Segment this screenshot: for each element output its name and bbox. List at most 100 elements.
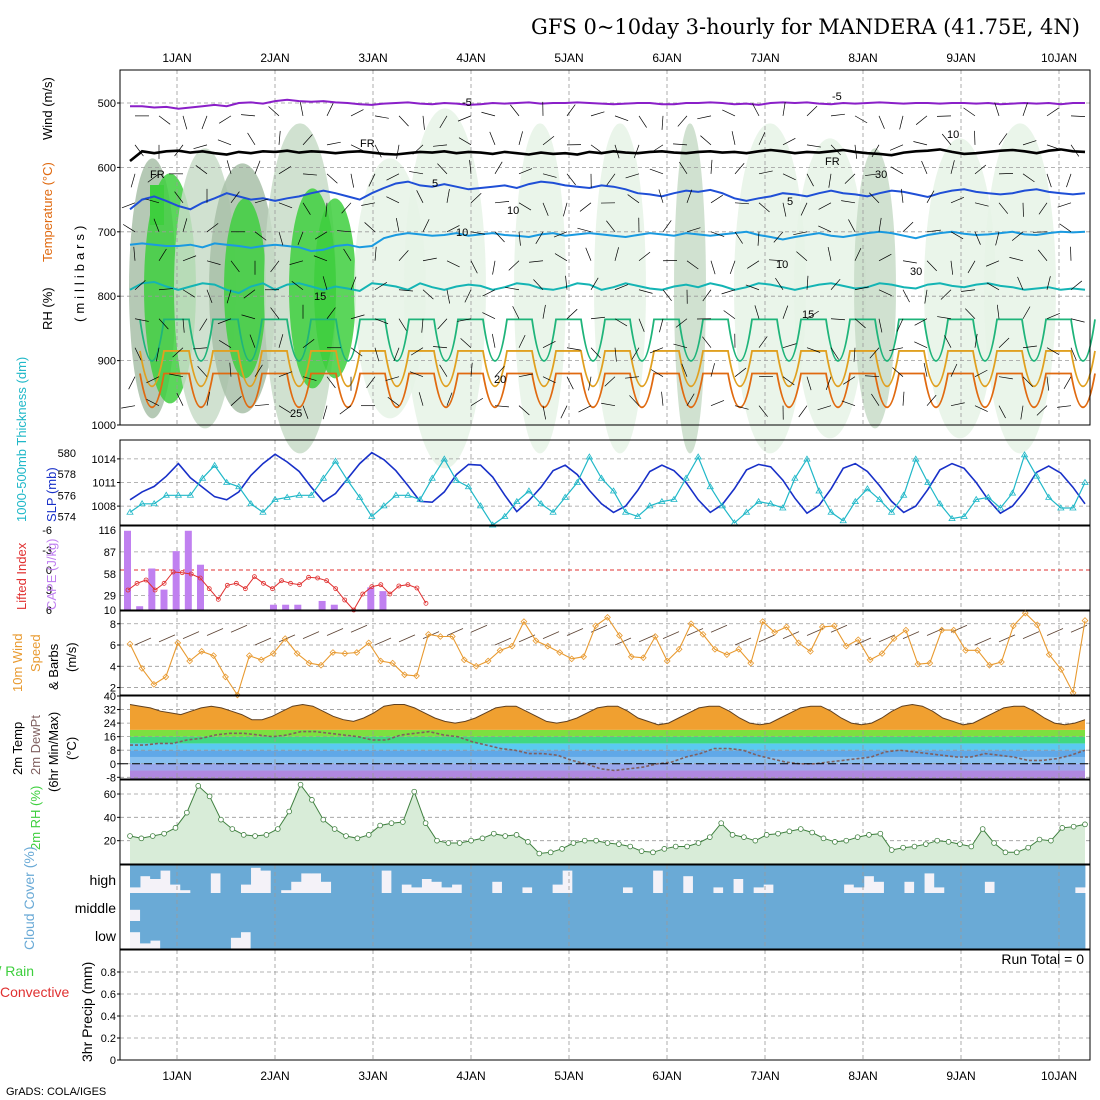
wind-barb [661, 391, 664, 406]
cloud-cell [894, 921, 905, 949]
contour-label: 15 [314, 291, 326, 303]
wind-barb [302, 405, 309, 419]
wind-barb [374, 115, 389, 119]
wind-barb [1046, 347, 1060, 356]
cloud-cell [1074, 921, 1086, 949]
cloud-cell [491, 893, 503, 921]
day-label-bottom: 10JAN [1041, 1069, 1077, 1083]
wind-barb [153, 218, 160, 232]
thickness-point [126, 508, 134, 515]
day-label-top: 4JAN [456, 51, 485, 65]
day-label-bottom: 6JAN [652, 1069, 681, 1083]
wind-barb [710, 231, 725, 237]
cloud-cell [793, 893, 804, 921]
wind-barb [950, 160, 955, 174]
rh-point [866, 832, 872, 838]
wind-barb [854, 286, 869, 291]
wind-speed-point [1045, 651, 1053, 658]
wind-barb [638, 251, 651, 262]
cloud-level-label: high [90, 872, 116, 888]
rh2m-panel: 20 40 60 [104, 779, 1091, 865]
wind-barb [368, 173, 376, 187]
wind-barb [782, 631, 800, 640]
cape-bar [330, 604, 338, 610]
wind-speed-point [472, 662, 480, 670]
wind-barb [996, 304, 1000, 319]
wind-barb [806, 144, 821, 148]
wind-barb [446, 392, 453, 406]
wind-barb [662, 289, 672, 302]
rh-point [593, 837, 599, 844]
wind-barb [374, 144, 382, 158]
rh-point [502, 833, 508, 839]
rh-point [843, 837, 850, 844]
svg-text:& Barbs: & Barbs [46, 643, 61, 690]
rh-point [900, 844, 906, 851]
wind-barb [299, 102, 304, 116]
wind-barb [1070, 280, 1083, 291]
contour-label: -5 [832, 91, 842, 103]
wind-barb [374, 282, 388, 291]
cloud-cell [622, 865, 634, 888]
wind-barb [339, 405, 352, 415]
wind-barb [830, 347, 839, 360]
thickness-point [634, 512, 642, 519]
wind-barb [998, 634, 1016, 643]
wind-speed-point [854, 636, 862, 644]
wind-barb [241, 114, 256, 117]
thickness-tick: 580 [58, 448, 76, 460]
li-point [206, 586, 212, 592]
wind-barb [926, 190, 935, 203]
wind-barb [658, 189, 664, 203]
wind-speed-point [401, 671, 408, 679]
wind-barb [878, 253, 892, 262]
wind-speed-point [365, 639, 373, 647]
wind-barb [147, 173, 160, 183]
wind-barb [878, 634, 896, 643]
cloud-cell [431, 921, 443, 949]
cloud-cell [280, 893, 292, 921]
li-point [170, 569, 176, 575]
li-point [342, 597, 348, 603]
wind-speed-line [129, 612, 1086, 697]
thickness-point [501, 512, 509, 519]
wind-barb [374, 318, 389, 325]
wind-speed-point [950, 626, 958, 634]
wind-barb [659, 318, 664, 333]
wind-speed-point [1057, 666, 1065, 673]
cloud-cell [662, 893, 674, 921]
rh-point [365, 832, 372, 838]
wind-speed-point [520, 618, 528, 626]
wind-speed-point [962, 646, 970, 654]
cloud-cell [632, 893, 644, 921]
wind-barb [386, 173, 400, 181]
li-tick: 3 [46, 585, 52, 597]
y-tick-label: 4 [110, 661, 116, 673]
wind-speed-point [890, 635, 898, 643]
temperature-label: Temperature (°C) [40, 162, 55, 262]
wind-barb [590, 277, 599, 290]
cloud-panel: high middle low [75, 864, 1091, 950]
wind-barb [553, 231, 568, 238]
day-label-bottom: 9JAN [946, 1069, 975, 1083]
wind-barb [158, 634, 176, 643]
wind-barb [364, 222, 376, 233]
li-point [315, 575, 321, 581]
cloud-cell [783, 921, 794, 949]
rh-point [559, 846, 565, 852]
cloud-cell [130, 865, 141, 888]
wind-barb [134, 144, 144, 157]
wind-barb [182, 218, 188, 232]
cloud-cell [894, 893, 905, 921]
wind-barb [278, 634, 296, 643]
day-label-top: 8JAN [848, 51, 877, 65]
wind-barb [182, 318, 185, 333]
cloud-cell [180, 921, 191, 949]
temp-band [130, 763, 1085, 771]
cloud-cell [130, 921, 141, 933]
rh-point [1048, 837, 1054, 844]
rh-point [411, 788, 418, 795]
wind-barb [278, 202, 293, 209]
wind-barb [985, 260, 1000, 267]
wind-barb [773, 231, 784, 243]
